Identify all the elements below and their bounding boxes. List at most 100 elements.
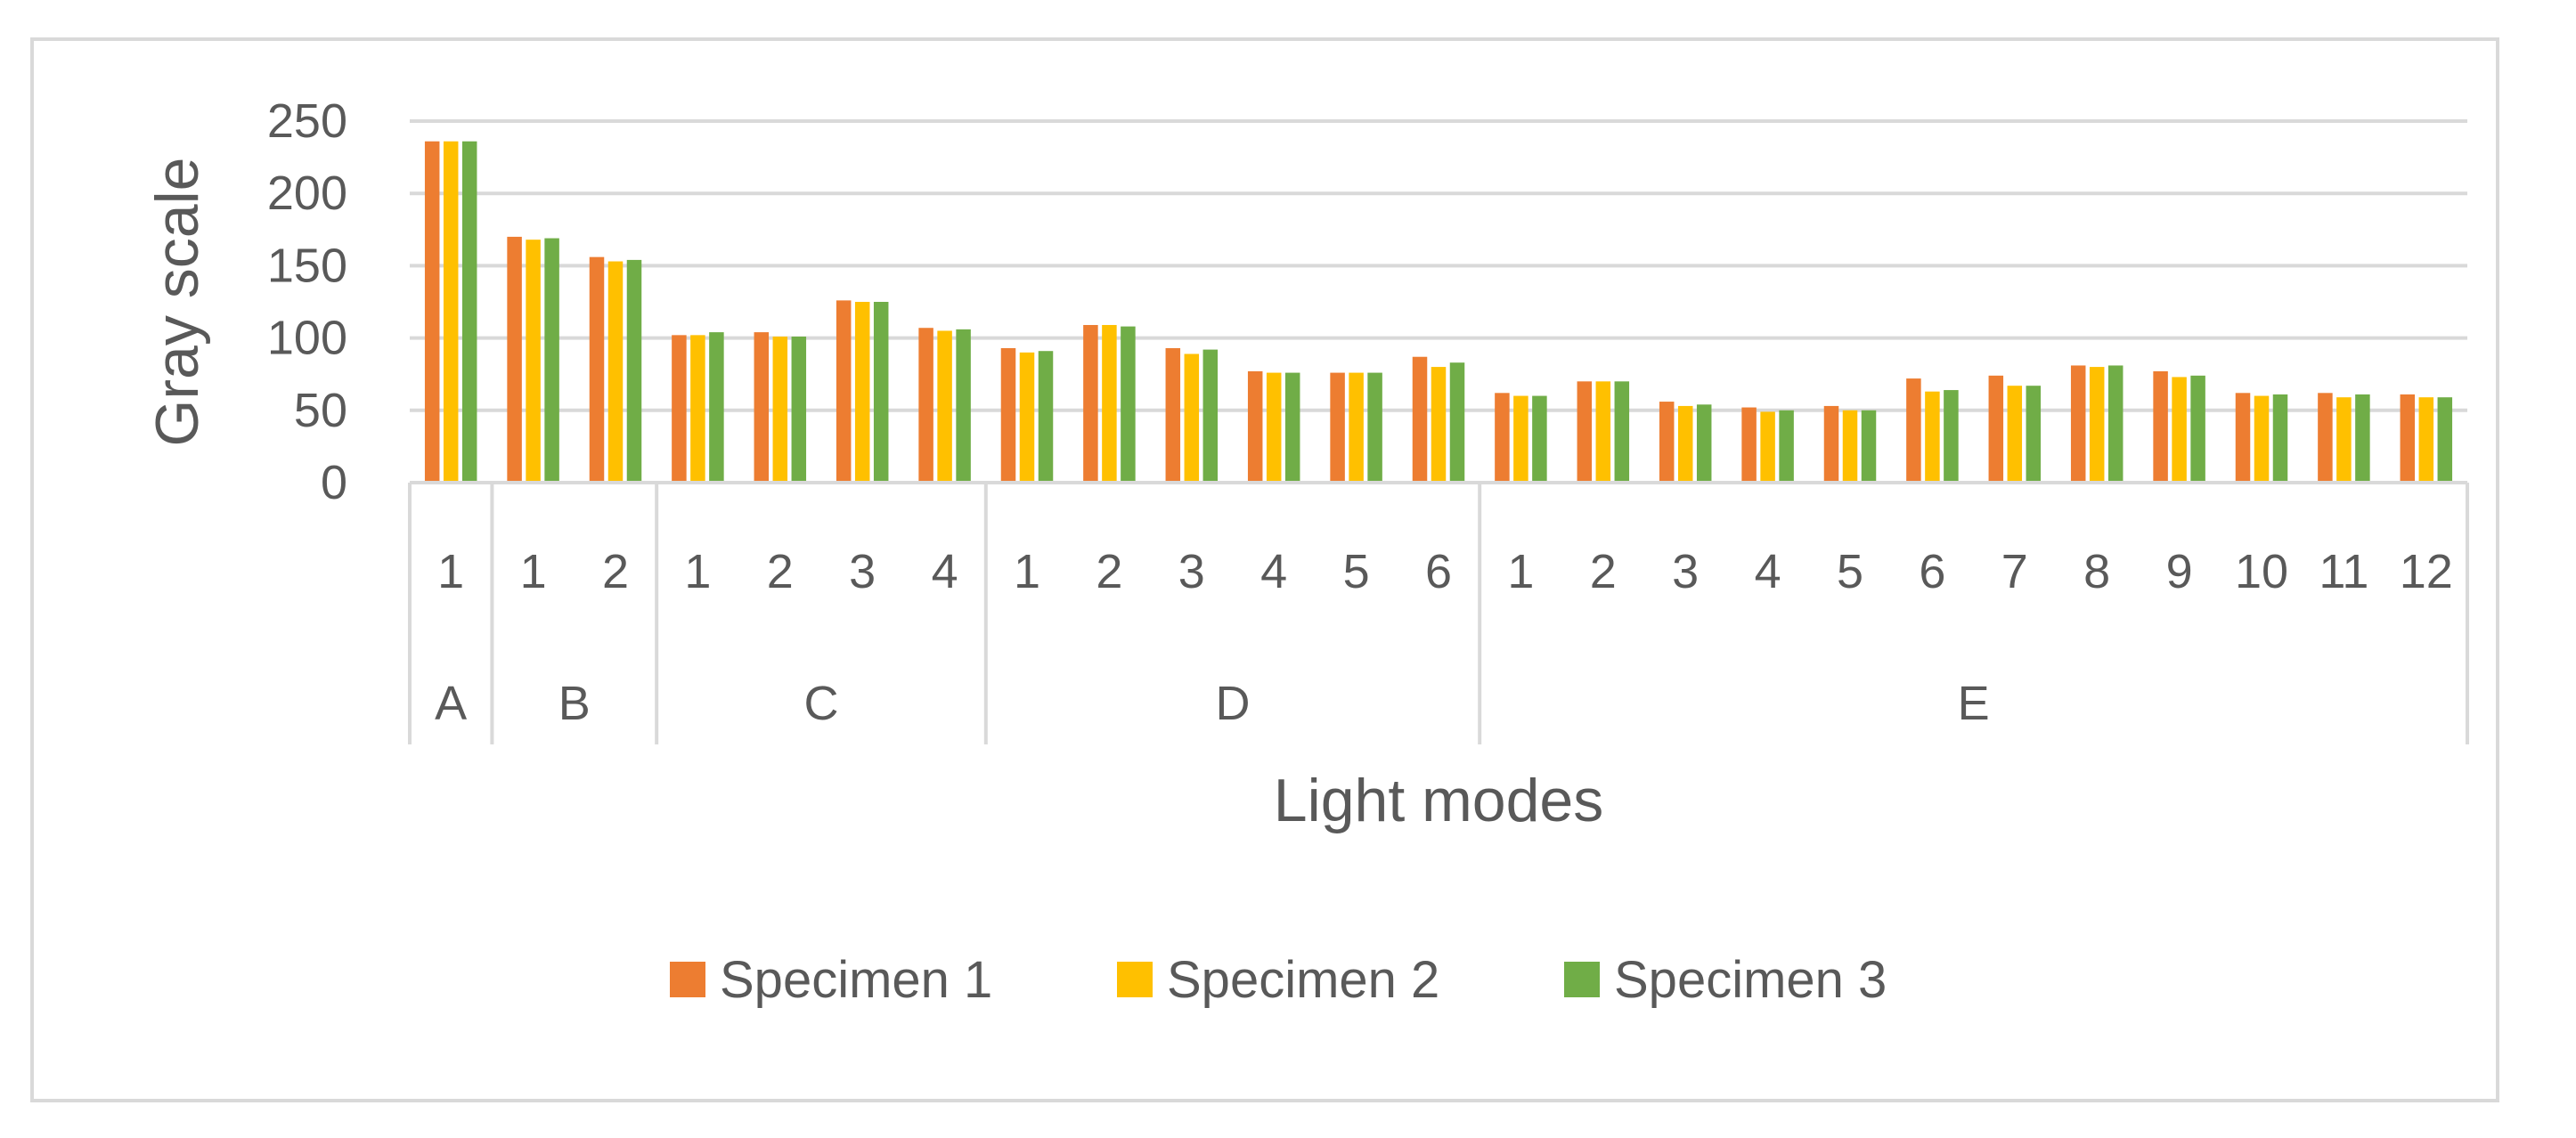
x-category-label: 2 — [602, 545, 629, 598]
bar — [690, 335, 705, 483]
chart-frame — [30, 37, 2499, 1102]
bar — [1861, 410, 1877, 483]
x-category-label: 2 — [1590, 545, 1617, 598]
bar — [1284, 372, 1300, 483]
bar — [2254, 395, 2270, 483]
y-tick-label: 50 — [294, 384, 347, 437]
bar — [1349, 372, 1364, 483]
bar — [2318, 393, 2333, 483]
bar — [672, 335, 687, 483]
x-category-label: 4 — [1260, 545, 1287, 598]
bar — [544, 238, 559, 483]
x-group-label: D — [1216, 677, 1251, 730]
x-category-label: 10 — [2235, 545, 2288, 598]
x-category-label: 7 — [2001, 545, 2028, 598]
gridlines — [410, 119, 2467, 412]
bar — [443, 141, 459, 483]
x-category-label: 1 — [1507, 545, 1534, 598]
legend-swatch — [670, 962, 705, 997]
bar — [772, 336, 788, 483]
bar — [626, 259, 642, 483]
bar — [2190, 375, 2205, 483]
legend: Specimen 1 Specimen 2 Specimen 3 — [670, 951, 1887, 1009]
bar — [1944, 390, 1959, 483]
bar — [507, 236, 522, 483]
x-category-label: 1 — [1014, 545, 1040, 598]
bar — [2172, 377, 2187, 483]
legend-label: Specimen 1 — [720, 951, 992, 1009]
x-axis: 1 1 2 1 2 3 4 1 2 3 4 5 6 1 2 3 4 5 6 7 8 9 10 11 12A B C D E — [408, 481, 2469, 744]
x-group-label: C — [804, 677, 839, 730]
bar — [589, 256, 605, 483]
y-tick-label: 150 — [267, 239, 347, 292]
bar — [1083, 324, 1098, 483]
bar — [1925, 391, 1940, 483]
bar — [461, 141, 477, 483]
bar — [1247, 370, 1263, 483]
bar — [854, 302, 870, 483]
x-category-label: 1 — [520, 545, 547, 598]
bar — [2437, 397, 2453, 483]
bar — [1165, 347, 1181, 483]
bar — [1412, 356, 1428, 483]
y-tick-label: 250 — [267, 94, 347, 148]
bar — [1741, 407, 1757, 483]
bar — [1202, 349, 1219, 483]
x-category-label: 6 — [1425, 545, 1452, 598]
bar — [1906, 378, 1921, 483]
legend-label: Specimen 3 — [1614, 951, 1887, 1009]
bar — [1823, 405, 1839, 483]
bar — [1019, 352, 1035, 483]
bar — [1760, 411, 1775, 483]
x-category-label: 5 — [1837, 545, 1863, 598]
x-category-label: 1 — [437, 545, 464, 598]
legend-swatch — [1564, 962, 1600, 997]
x-category-label: 9 — [2166, 545, 2193, 598]
x-category-label: 3 — [1178, 545, 1205, 598]
bar — [607, 261, 624, 483]
x-category-label: 5 — [1343, 545, 1370, 598]
bar — [1513, 395, 1528, 483]
y-tick-label: 0 — [321, 456, 347, 509]
x-category-label: 6 — [1919, 545, 1945, 598]
bar — [709, 332, 724, 483]
x-group-label: A — [435, 677, 467, 730]
bar — [1677, 405, 1693, 483]
bar — [2007, 386, 2023, 483]
bar — [2400, 394, 2416, 483]
bar — [1330, 372, 1345, 483]
bar — [424, 141, 440, 483]
x-category-label: 12 — [2400, 545, 2453, 598]
bar — [1988, 375, 2004, 483]
bar — [1595, 381, 1611, 483]
bar — [873, 302, 889, 483]
bar — [1121, 326, 1136, 483]
y-tick-label: 200 — [267, 167, 347, 220]
bar — [1266, 372, 1282, 483]
bar — [2272, 394, 2288, 483]
bar — [1577, 381, 1593, 483]
bar — [2235, 393, 2251, 483]
x-category-label: 8 — [2083, 545, 2110, 598]
x-category-label: 2 — [1096, 545, 1122, 598]
bar — [918, 328, 933, 483]
x-category-label: 3 — [849, 545, 876, 598]
legend-label: Specimen 2 — [1167, 951, 1439, 1009]
bar — [2153, 370, 2168, 483]
bar — [2089, 367, 2105, 483]
y-axis: 0 50 100 150 200 250 — [267, 94, 347, 509]
bars — [424, 141, 2453, 483]
x-category-label: 4 — [1755, 545, 1781, 598]
bar — [2418, 397, 2434, 483]
bar — [1184, 354, 1200, 483]
x-group-label: B — [558, 677, 591, 730]
bar — [791, 336, 807, 483]
bar — [1614, 381, 1630, 483]
x-category-label: 11 — [2319, 545, 2368, 598]
bar — [2070, 365, 2086, 483]
bar — [2336, 397, 2352, 483]
x-axis-title: Light modes — [1274, 767, 1603, 834]
bar — [2026, 386, 2042, 483]
bar — [1449, 362, 1465, 483]
